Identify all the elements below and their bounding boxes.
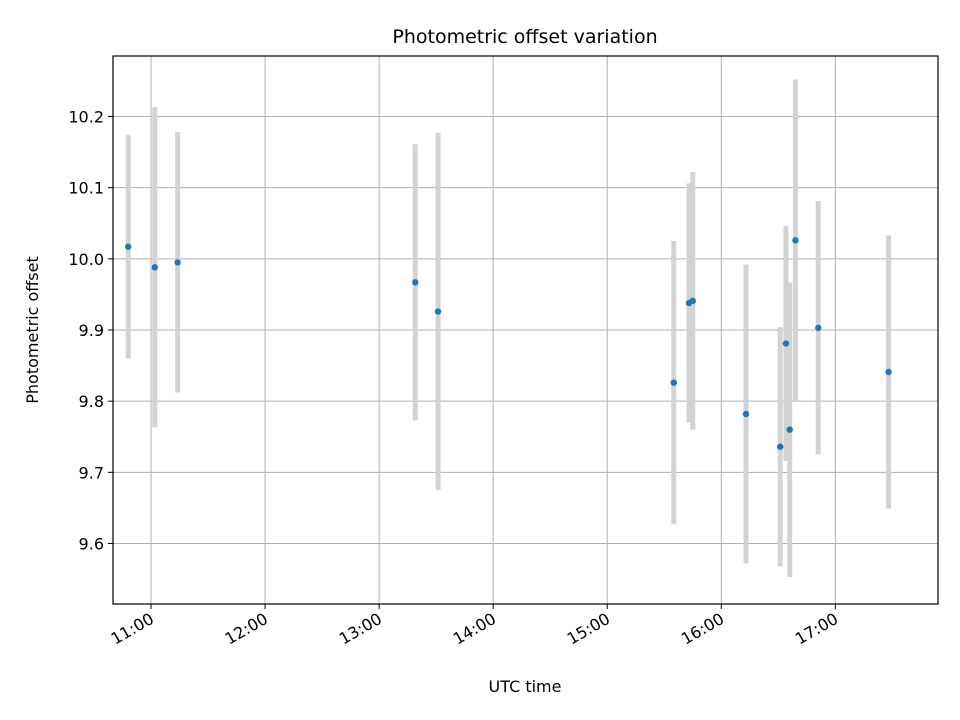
y-tick-label: 9.9 xyxy=(79,321,104,340)
data-point xyxy=(885,368,892,376)
data-point xyxy=(125,243,132,250)
data-point xyxy=(815,324,822,332)
y-tick-label: 10.0 xyxy=(68,250,104,269)
data-point xyxy=(151,264,159,271)
data-point xyxy=(412,279,419,286)
y-tick-label: 10.2 xyxy=(68,107,104,126)
y-tick-label: 10.1 xyxy=(68,179,104,198)
data-point xyxy=(670,379,677,386)
y-axis-ticks: 9.6 9.7 9.8 9.9 10.0 10.1 10.2 xyxy=(68,107,113,554)
y-axis-title: Photometric offset xyxy=(23,256,42,404)
data-point xyxy=(742,410,750,418)
data-point xyxy=(777,443,784,450)
data-points xyxy=(125,237,892,450)
data-point xyxy=(792,237,799,244)
data-point xyxy=(786,426,793,433)
data-point xyxy=(689,297,696,305)
y-tick-label: 9.8 xyxy=(79,392,104,411)
y-tick-label: 9.6 xyxy=(79,535,104,554)
grid xyxy=(113,56,938,604)
chart-title: Photometric offset variation xyxy=(392,26,657,48)
x-axis-title: UTC time xyxy=(489,677,562,696)
data-point xyxy=(782,340,790,347)
data-point xyxy=(434,308,442,315)
y-tick-label: 9.7 xyxy=(79,463,104,482)
data-point xyxy=(174,259,181,266)
